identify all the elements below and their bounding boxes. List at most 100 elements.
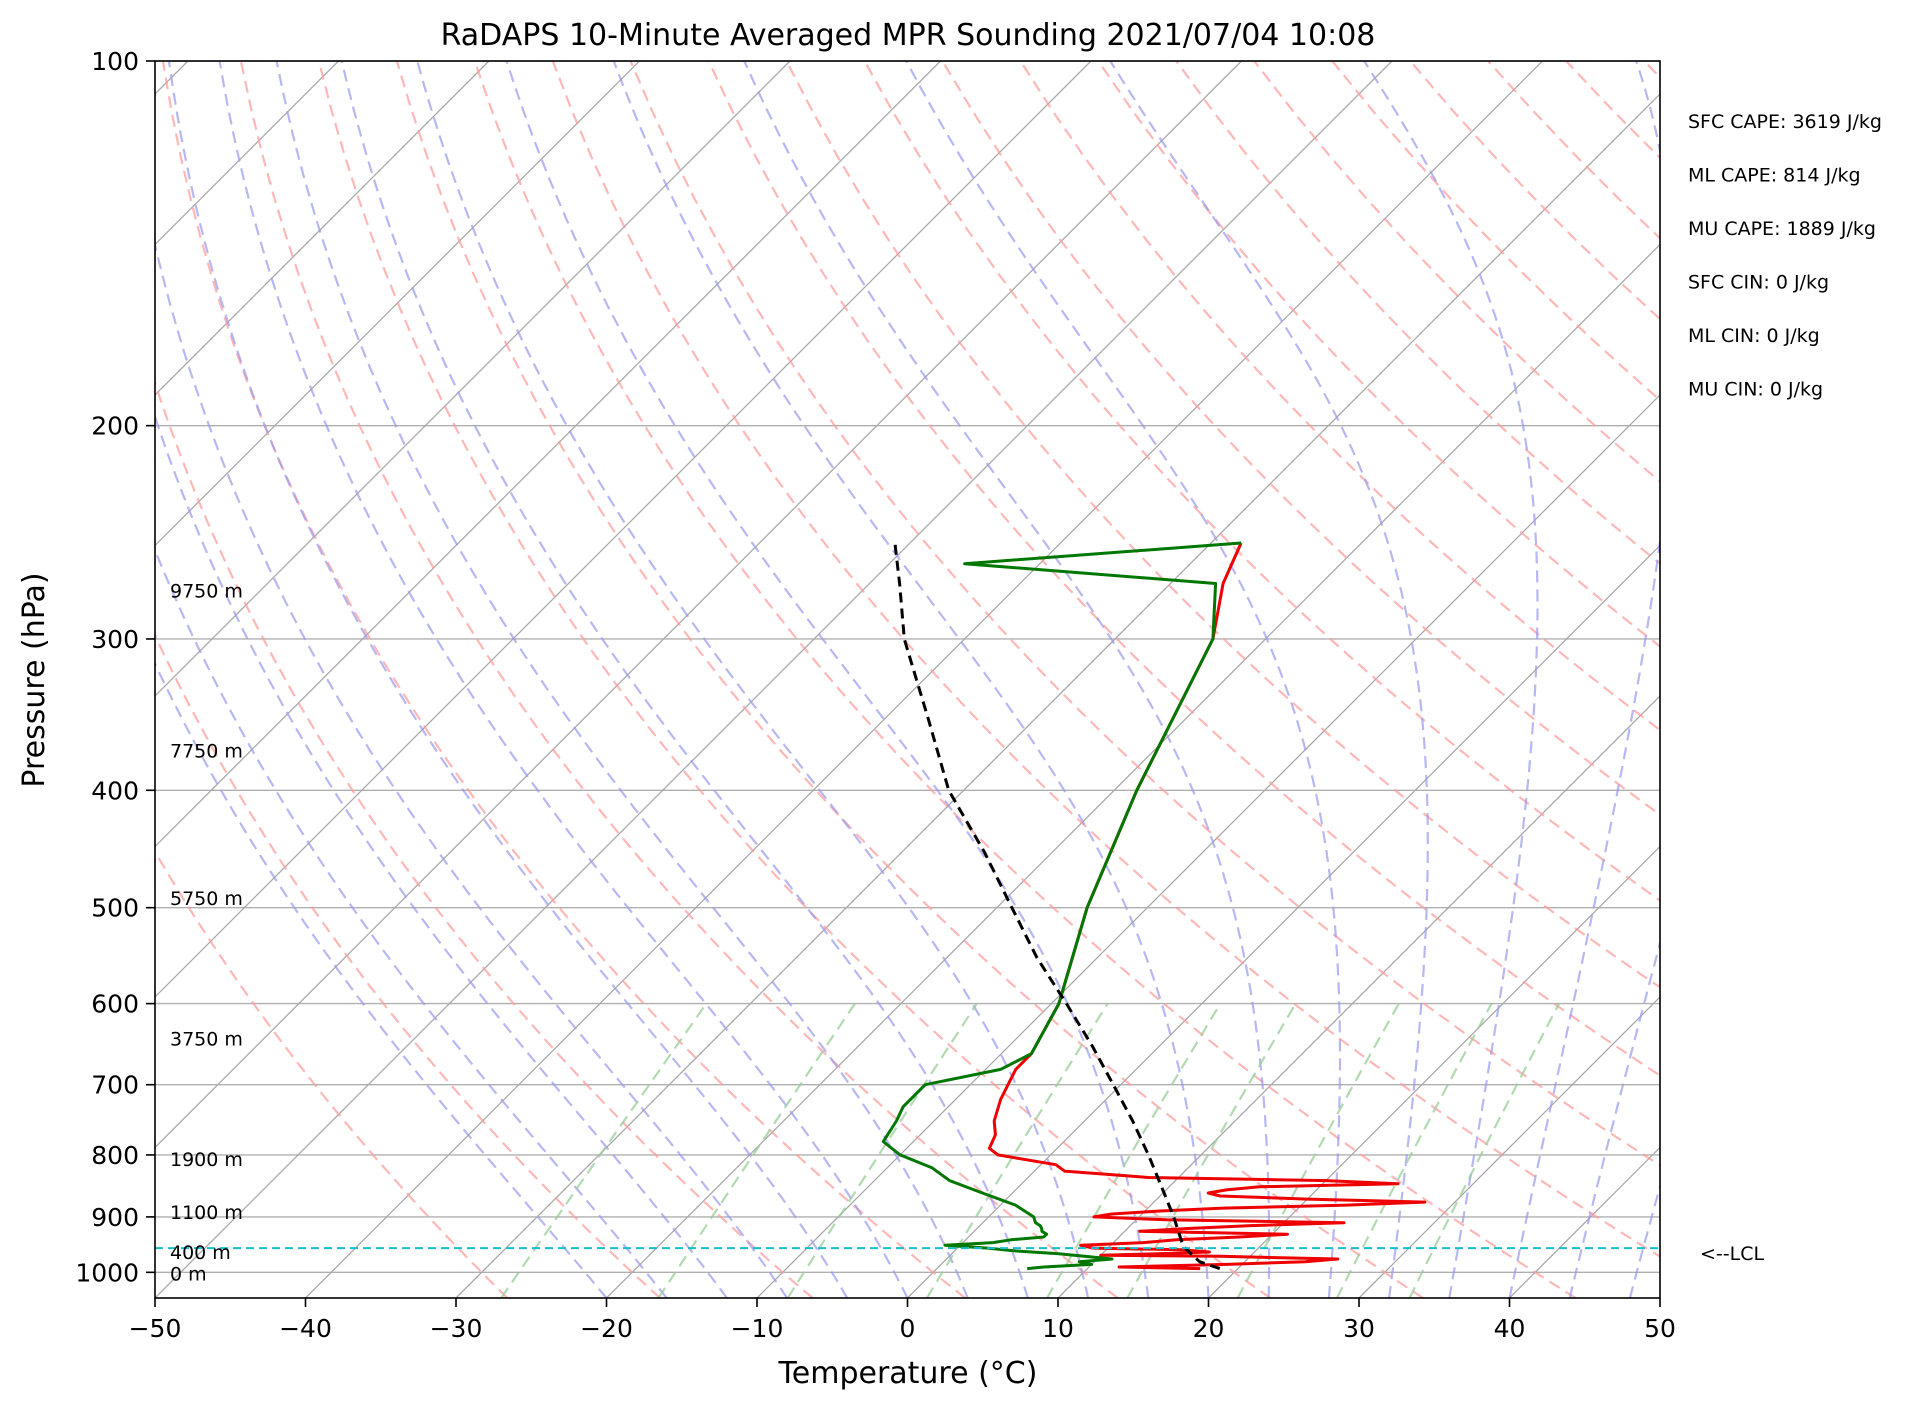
moist-adiabat — [1628, 1182, 1660, 1298]
moist-adiabat — [1109, 61, 1429, 1298]
isotherm-line — [1659, 1297, 1660, 1298]
dry-adiabat — [1175, 61, 1660, 566]
y-tick-label: 500 — [91, 894, 139, 923]
dry-adiabat — [1409, 61, 1660, 321]
x-tick-label: 30 — [1343, 1314, 1375, 1343]
mixing-ratio-line — [925, 1003, 1109, 1298]
moist-adiabat — [1508, 61, 1660, 1298]
mixing-ratio-line — [500, 1002, 708, 1298]
x-tick-label: −20 — [580, 1314, 633, 1343]
isotherm-line — [155, 61, 941, 848]
dry-adiabat — [1253, 61, 1660, 483]
height-label: 9750 m — [170, 580, 243, 602]
dry-adiabat — [1722, 61, 1925, 1298]
moist-adiabat — [155, 547, 668, 1298]
y-tick-label: 400 — [91, 776, 139, 805]
isotherm-line — [455, 93, 1660, 1298]
moist-adiabat — [416, 61, 1090, 1298]
height-label: 0 m — [170, 1263, 207, 1285]
x-tick-label: 0 — [900, 1314, 916, 1343]
lcl-label: <--LCL — [1700, 1243, 1764, 1265]
chart-title: RaDAPS 10-Minute Averaged MPR Sounding 2… — [441, 18, 1376, 53]
y-tick-label: 300 — [91, 625, 139, 654]
stat-annotation: MU CAPE: 1889 J/kg — [1688, 218, 1876, 240]
dry-adiabat — [395, 61, 1424, 1298]
moist-adiabat — [155, 661, 608, 1298]
y-tick-label: 900 — [91, 1203, 139, 1232]
x-tick-label: −50 — [129, 1314, 182, 1343]
moist-adiabat — [612, 61, 1210, 1298]
moist-adiabat — [275, 61, 969, 1298]
dry-adiabat — [155, 632, 661, 1298]
stat-annotation: ML CIN: 0 J/kg — [1688, 325, 1820, 347]
isotherm-line — [155, 61, 640, 547]
isotherm-line — [155, 61, 791, 697]
isotherm-line — [1208, 845, 1660, 1298]
dry-adiabat — [155, 379, 814, 1298]
stat-annotation: ML CAPE: 814 J/kg — [1688, 165, 1861, 187]
x-tick-label: 40 — [1494, 1314, 1526, 1343]
isotherm-line — [155, 61, 490, 396]
moist-adiabat — [167, 61, 849, 1298]
mixing-ratio-line — [1126, 1003, 1297, 1298]
stat-annotation: MU CIN: 0 J/kg — [1688, 379, 1823, 401]
height-label: 1100 m — [170, 1202, 243, 1224]
y-tick-label: 800 — [91, 1141, 139, 1170]
moist-adiabat — [155, 413, 728, 1298]
isotherm-line — [1509, 1146, 1660, 1298]
dry-adiabat — [1331, 61, 1660, 402]
dry-adiabat — [629, 61, 1660, 1167]
dry-adiabat — [551, 61, 1660, 1258]
isotherm-line — [155, 61, 1242, 1149]
isotherm-line — [155, 61, 1092, 998]
x-axis-label: Temperature (°C) — [778, 1356, 1038, 1391]
moist-adiabat — [218, 61, 909, 1298]
y-tick-label: 200 — [91, 412, 139, 441]
dry-adiabat — [239, 61, 1119, 1298]
dry-adiabat — [155, 849, 509, 1298]
height-label: 7750 m — [170, 740, 243, 762]
isotherm-line — [305, 61, 1543, 1298]
dry-adiabat — [785, 61, 1660, 989]
stat-annotation: SFC CIN: 0 J/kg — [1688, 272, 1829, 294]
height-label: 3750 m — [170, 1029, 243, 1051]
mixing-ratio-line — [1236, 1003, 1400, 1298]
temperature-profile — [987, 542, 1427, 1271]
dewpoint-profile — [881, 541, 1242, 1271]
mixing-ratio-line — [1336, 1003, 1493, 1298]
moist-adiabat — [743, 61, 1271, 1298]
dry-adiabat — [1019, 61, 1660, 732]
x-tick-label: 20 — [1193, 1314, 1225, 1343]
moist-adiabat — [340, 61, 1029, 1298]
dry-adiabat — [317, 61, 1272, 1298]
x-tick-label: 50 — [1644, 1314, 1676, 1343]
stat-annotation: SFC CAPE: 3619 J/kg — [1688, 111, 1882, 133]
x-tick-label: −10 — [731, 1314, 784, 1343]
height-label: 1900 m — [170, 1149, 243, 1171]
moist-adiabat — [505, 61, 1150, 1298]
moist-adiabat — [905, 61, 1342, 1298]
isotherm-line — [155, 61, 1393, 1298]
mixing-ratio-line — [1408, 1003, 1561, 1298]
height-label: 400 m — [170, 1242, 231, 1264]
height-label: 5750 m — [170, 888, 243, 910]
dry-adiabat — [707, 61, 1660, 1077]
dry-adiabat — [1097, 61, 1660, 648]
mixing-ratio-line — [1046, 1003, 1222, 1298]
y-tick-label: 1000 — [75, 1258, 139, 1287]
dry-adiabat — [1565, 61, 1660, 160]
y-tick-label: 100 — [91, 47, 139, 76]
isotherm-line — [907, 544, 1660, 1298]
x-tick-label: 10 — [1042, 1314, 1074, 1343]
dry-adiabat — [1487, 61, 1660, 240]
isotherm-line — [1057, 695, 1660, 1298]
y-tick-label: 600 — [91, 990, 139, 1019]
moist-adiabat — [155, 240, 789, 1298]
isotherm-line — [756, 394, 1660, 1298]
moist-adiabat — [1363, 61, 1539, 1298]
y-axis-label: Pressure (hPa) — [17, 572, 52, 787]
mixing-ratio-line — [657, 1002, 856, 1298]
parcel-profile — [893, 542, 1221, 1271]
dry-adiabat — [161, 61, 966, 1298]
